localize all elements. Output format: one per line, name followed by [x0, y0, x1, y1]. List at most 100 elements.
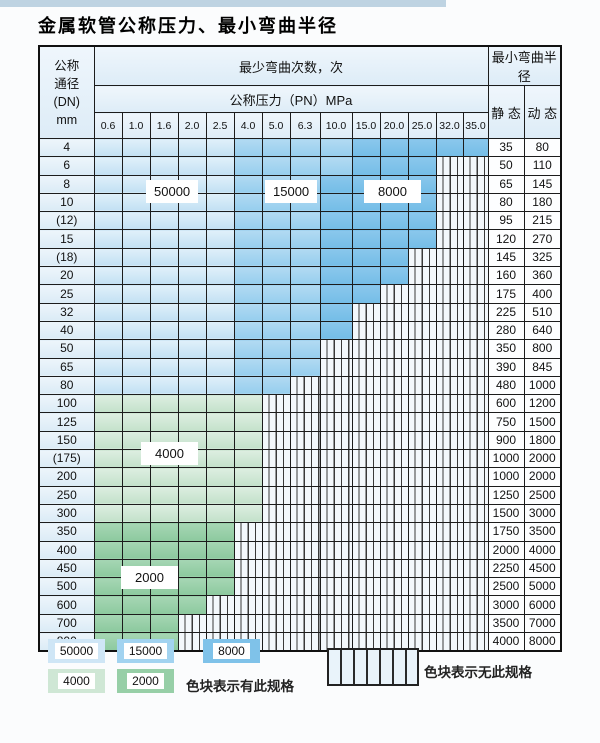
cell-4000 [177, 485, 207, 505]
cell-no-spec [462, 430, 489, 451]
cell-no-spec [319, 467, 353, 487]
cell-50000 [149, 320, 179, 341]
cell-2000 [93, 577, 123, 597]
cell-50000 [121, 339, 151, 359]
cell-50000 [177, 284, 207, 304]
cell-4000 [93, 449, 123, 469]
pressure-value: 0.6 [93, 112, 123, 139]
cell-4000 [93, 412, 123, 432]
cell-no-spec [379, 522, 409, 542]
pressure-header: 公称压力（PN）MPa [93, 85, 489, 113]
cell-no-spec [435, 595, 464, 615]
cell-4000 [205, 449, 235, 469]
cell-15000 [233, 156, 263, 176]
cell-15000 [233, 211, 263, 231]
cell-no-spec [351, 503, 381, 524]
cell-15000 [233, 357, 263, 377]
static-radius-cell: 1500 [487, 503, 525, 524]
cell-50000 [177, 266, 207, 286]
cell-no-spec [261, 613, 291, 634]
cell-no-spec [435, 229, 464, 249]
cell-no-spec [462, 558, 489, 579]
cell-4000 [149, 394, 179, 414]
dynamic-radius-cell: 8000 [523, 632, 562, 652]
table-row: 600 3000 6000 [38, 595, 562, 615]
band-label-15000: 15000 [265, 180, 318, 203]
pressure-value: 15.0 [351, 112, 381, 139]
cell-no-spec [407, 375, 437, 396]
legend-label: 2000 [127, 673, 164, 689]
table-row: 6 50 110 [38, 156, 562, 176]
cell-no-spec [379, 430, 409, 451]
cell-no-spec [379, 284, 409, 304]
cell-no-spec [261, 412, 291, 432]
cell-no-spec [407, 320, 437, 341]
static-radius-cell: 280 [487, 320, 525, 341]
cell-no-spec [435, 375, 464, 396]
table-row: 700 3500 7000 [38, 613, 562, 634]
cell-50000 [205, 192, 235, 213]
cell-no-spec [462, 266, 489, 286]
pressure-value: 25.0 [407, 112, 437, 139]
cell-2000 [177, 540, 207, 560]
cell-no-spec [435, 284, 464, 304]
cell-no-spec [289, 613, 321, 634]
cell-no-spec [351, 394, 381, 414]
cell-4000 [205, 394, 235, 414]
cell-no-spec [289, 577, 321, 597]
cell-8000 [407, 229, 437, 249]
band-label-4000: 4000 [141, 442, 198, 465]
cell-2000 [177, 522, 207, 542]
cell-no-spec [233, 577, 263, 597]
cell-50000 [205, 284, 235, 304]
cell-no-spec [379, 558, 409, 579]
pressure-value: 1.6 [149, 112, 179, 139]
cell-2000 [205, 522, 235, 542]
cell-15000 [289, 247, 321, 268]
cell-no-spec [379, 503, 409, 524]
cell-8000 [379, 156, 409, 176]
pressure-value: 20.0 [379, 112, 409, 139]
cell-15000 [289, 357, 321, 377]
legend-note-has-spec: 色块表示有此规格 [186, 679, 294, 694]
legend-label: 4000 [58, 673, 95, 689]
cell-50000 [93, 266, 123, 286]
cell-4000 [205, 430, 235, 451]
dn-cell: 100 [38, 394, 95, 414]
cell-no-spec [289, 375, 321, 396]
cell-8000 [351, 137, 381, 158]
band-label-50000: 50000 [146, 180, 199, 203]
dn-cell: 700 [38, 613, 95, 634]
cell-no-spec [435, 485, 464, 505]
cell-50000 [93, 247, 123, 268]
cell-no-spec [435, 247, 464, 268]
cell-50000 [177, 156, 207, 176]
cell-2000 [121, 613, 151, 634]
cell-no-spec [351, 577, 381, 597]
cell-50000 [177, 375, 207, 396]
static-radius-cell: 1250 [487, 485, 525, 505]
static-radius-cell: 145 [487, 247, 525, 268]
cell-50000 [149, 357, 179, 377]
static-radius-cell: 2500 [487, 577, 525, 597]
dynamic-radius-cell: 2000 [523, 467, 562, 487]
cell-15000 [233, 192, 263, 213]
cell-15000 [261, 375, 291, 396]
pressure-value: 6.3 [289, 112, 321, 139]
cell-8000 [351, 156, 381, 176]
cell-50000 [93, 137, 123, 158]
cell-no-spec [177, 613, 207, 634]
cell-50000 [149, 137, 179, 158]
cell-2000 [205, 577, 235, 597]
cell-50000 [205, 247, 235, 268]
cell-50000 [205, 229, 235, 249]
cell-no-spec [261, 449, 291, 469]
dn-cell: 32 [38, 302, 95, 322]
dn-cell: 8 [38, 174, 95, 194]
cell-no-spec [379, 577, 409, 597]
dn-cell: 300 [38, 503, 95, 524]
cell-no-spec [233, 522, 263, 542]
cell-50000 [93, 229, 123, 249]
cell-50000 [149, 266, 179, 286]
cell-no-spec [435, 266, 464, 286]
